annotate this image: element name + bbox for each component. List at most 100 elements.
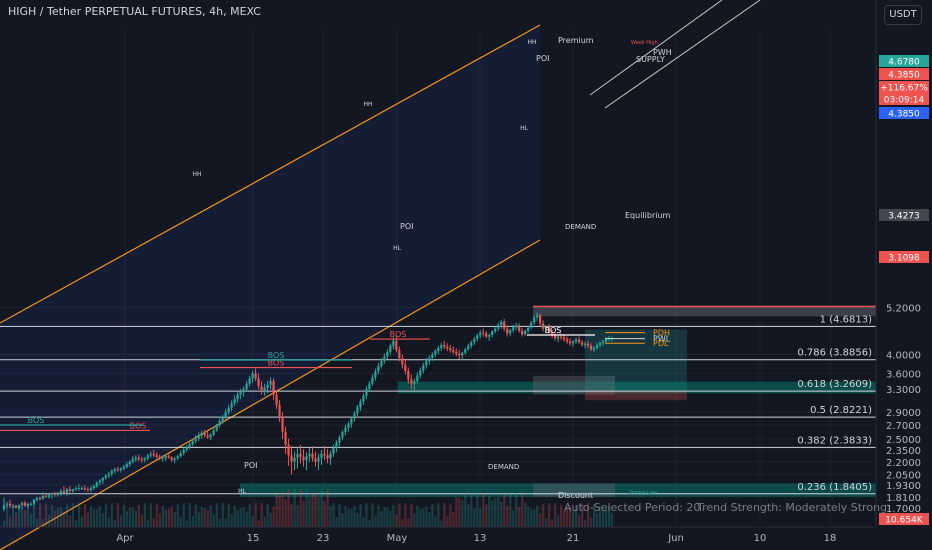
volume-bar bbox=[605, 508, 608, 527]
candle-body bbox=[571, 341, 575, 344]
volume-bar bbox=[563, 510, 566, 527]
candle-body bbox=[278, 404, 281, 418]
price-badge bbox=[879, 209, 929, 221]
volume-bar bbox=[611, 512, 614, 527]
candle-body bbox=[293, 457, 296, 462]
volume-bar bbox=[518, 506, 521, 527]
candle-body bbox=[77, 488, 80, 490]
candle-body bbox=[550, 332, 554, 336]
week-high-line bbox=[533, 305, 876, 308]
candle-body bbox=[350, 418, 353, 424]
candle-body bbox=[47, 494, 51, 497]
volume-bar bbox=[209, 505, 212, 527]
swing-label: HL bbox=[238, 488, 247, 495]
volume-bar bbox=[587, 503, 590, 527]
candle-body bbox=[583, 343, 587, 345]
volume-bar bbox=[236, 510, 239, 527]
volume-bar bbox=[128, 507, 131, 527]
candle-body bbox=[188, 443, 191, 447]
volume-bar bbox=[161, 505, 164, 527]
currency-selector[interactable]: USDT bbox=[884, 5, 922, 25]
candle-body bbox=[488, 335, 491, 337]
volume-bar bbox=[248, 504, 251, 527]
demand-zone-overlap bbox=[533, 375, 615, 395]
volume-bar bbox=[602, 509, 605, 527]
candle-body bbox=[131, 459, 134, 462]
level-label: PDH bbox=[653, 329, 670, 338]
candle-body bbox=[455, 351, 458, 354]
candle-body bbox=[98, 480, 101, 483]
volume-bar bbox=[245, 511, 248, 527]
bos-label: BOS bbox=[28, 416, 45, 425]
candle-body bbox=[383, 356, 386, 361]
candle-body bbox=[11, 505, 15, 507]
bos-label: BOS bbox=[268, 359, 285, 368]
volume-bar bbox=[242, 506, 245, 527]
candle-body bbox=[245, 383, 248, 390]
volume-bar bbox=[344, 506, 347, 527]
volume-bar bbox=[323, 501, 326, 527]
volume-bar bbox=[428, 512, 431, 527]
candle-body bbox=[592, 347, 596, 350]
volume-bar bbox=[275, 494, 278, 527]
volume-bar bbox=[14, 512, 18, 527]
candle-body bbox=[595, 344, 599, 348]
volume-bar bbox=[365, 503, 368, 527]
candle-body bbox=[32, 499, 36, 504]
candle-body bbox=[275, 394, 278, 405]
price-badge-label: 3.4273 bbox=[888, 212, 920, 222]
volume-bar bbox=[44, 503, 48, 527]
volume-bar bbox=[239, 508, 242, 527]
price-tick-label: 2.0500 bbox=[886, 470, 921, 481]
time-tick-label: 21 bbox=[567, 533, 580, 544]
time-tick-label: Jun bbox=[667, 533, 684, 544]
volume-bar bbox=[266, 504, 269, 527]
volume-bar bbox=[476, 493, 479, 527]
supply-zone bbox=[533, 305, 876, 317]
volume-bar bbox=[134, 510, 137, 527]
candle-body bbox=[533, 317, 536, 323]
volume-bar bbox=[77, 503, 81, 527]
price-tick-label: 3.3000 bbox=[886, 385, 921, 396]
volume-bar bbox=[122, 504, 126, 527]
volume-bar bbox=[326, 489, 329, 527]
candle-body bbox=[29, 503, 33, 505]
pwh-label: PWH bbox=[653, 48, 672, 57]
candle-body bbox=[218, 421, 221, 426]
volume-bar bbox=[596, 513, 599, 527]
volume-bar bbox=[593, 503, 596, 527]
volume-bar bbox=[341, 512, 344, 527]
volume-bar bbox=[254, 503, 257, 527]
volume-bar bbox=[74, 520, 78, 527]
candle-body bbox=[479, 332, 482, 336]
volume-bar bbox=[521, 494, 524, 527]
candle-body bbox=[311, 453, 314, 459]
chart-title: HIGH / Tether PERPETUAL FUTURES, 4h, MEX… bbox=[8, 5, 261, 18]
volume-bar bbox=[353, 506, 356, 527]
volume-bar bbox=[608, 506, 611, 527]
volume-bar bbox=[431, 504, 434, 527]
volume-bar bbox=[368, 520, 371, 527]
candle-body bbox=[491, 331, 494, 336]
volume-bar bbox=[311, 493, 314, 527]
candle-body bbox=[212, 430, 215, 435]
candle-body bbox=[323, 453, 326, 456]
candle-body bbox=[545, 327, 548, 329]
time-tick-label: May bbox=[387, 533, 408, 544]
candle-body bbox=[362, 395, 365, 402]
candle-body bbox=[242, 389, 245, 392]
volume-bar bbox=[599, 505, 602, 527]
volume-bar bbox=[389, 510, 392, 527]
volume-bar bbox=[581, 503, 584, 527]
volume-bar bbox=[569, 507, 572, 527]
volume-bar bbox=[314, 493, 317, 527]
fib-level-label: 0.618 (3.2609) bbox=[797, 379, 872, 390]
candle-body bbox=[434, 350, 437, 355]
candle-body bbox=[14, 505, 18, 508]
candle-body bbox=[467, 345, 470, 350]
volume-bar bbox=[446, 516, 449, 527]
fib-level-label: 0.382 (2.3833) bbox=[797, 435, 872, 446]
volume-bar bbox=[218, 518, 221, 527]
